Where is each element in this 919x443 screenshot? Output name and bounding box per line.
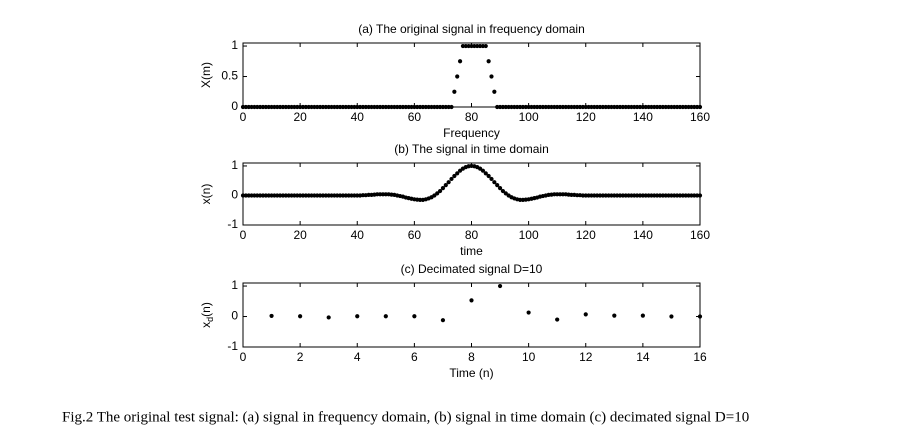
x-tick-label: 2 bbox=[297, 350, 304, 364]
x-tick-label: 10 bbox=[522, 350, 536, 364]
x-tick-label: 140 bbox=[633, 110, 653, 124]
caption: Fig.2 The original test signal: (a) sign… bbox=[62, 409, 749, 425]
chart-title: (c) Decimated signal D=10 bbox=[401, 262, 543, 276]
data-point bbox=[555, 317, 560, 322]
y-tick-label: 0.5 bbox=[221, 69, 238, 83]
x-tick-label: 60 bbox=[408, 110, 422, 124]
y-tick-label: 1 bbox=[231, 38, 238, 52]
data-point bbox=[412, 314, 417, 319]
y-axis-label-subscript: d bbox=[205, 317, 215, 322]
x-tick-label: 0 bbox=[240, 350, 247, 364]
data-point bbox=[483, 43, 488, 49]
data-point bbox=[298, 314, 303, 319]
y-tick-label: 0 bbox=[231, 309, 238, 323]
chart-title: (a) The original signal in frequency dom… bbox=[358, 22, 585, 36]
data-point bbox=[583, 312, 588, 317]
x-tick-label: 12 bbox=[579, 350, 593, 364]
data-point bbox=[669, 314, 674, 319]
x-tick-label: 20 bbox=[293, 228, 307, 242]
data-point bbox=[449, 176, 454, 182]
x-tick-label: 100 bbox=[519, 228, 539, 242]
y-axis-label-suffix: (n) bbox=[199, 302, 213, 317]
x-tick-label: 40 bbox=[351, 110, 365, 124]
data-point bbox=[486, 59, 491, 64]
data-point bbox=[469, 298, 474, 303]
x-tick-label: 40 bbox=[351, 228, 365, 242]
y-axis-label-text: x(n) bbox=[199, 184, 213, 205]
y-axis-label-text: x bbox=[199, 322, 213, 328]
x-tick-label: 14 bbox=[636, 350, 650, 364]
data-point bbox=[269, 313, 274, 319]
data-point bbox=[443, 183, 448, 188]
x-tick-label: 4 bbox=[354, 350, 361, 364]
y-axis-label-text: X(m) bbox=[199, 62, 213, 88]
data-point bbox=[526, 310, 531, 315]
y-tick-label: 0 bbox=[231, 188, 238, 202]
data-point bbox=[489, 74, 494, 79]
data-point bbox=[640, 313, 645, 318]
data-point bbox=[492, 180, 497, 185]
x-tick-label: 16 bbox=[693, 350, 707, 364]
data-point bbox=[500, 188, 506, 194]
data-point bbox=[497, 283, 503, 289]
x-tick-label: 80 bbox=[465, 228, 479, 242]
y-tick-label: -1 bbox=[227, 217, 238, 231]
x-tick-label: 60 bbox=[408, 228, 422, 242]
data-point bbox=[495, 183, 500, 188]
data-point bbox=[452, 173, 457, 179]
data-point bbox=[612, 313, 617, 318]
data-point bbox=[355, 314, 360, 319]
data-point bbox=[383, 314, 388, 319]
data-point bbox=[437, 188, 443, 194]
x-axis-label: Frequency bbox=[443, 126, 500, 140]
data-point bbox=[492, 89, 497, 94]
data-point bbox=[440, 185, 446, 191]
x-tick-label: 120 bbox=[576, 228, 596, 242]
chart-title: (b) The signal in time domain bbox=[394, 142, 549, 156]
x-tick-label: 6 bbox=[411, 350, 418, 364]
data-point bbox=[449, 104, 454, 110]
data-point bbox=[480, 168, 486, 173]
data-point bbox=[457, 59, 463, 64]
axes-box bbox=[242, 42, 701, 108]
data-point bbox=[486, 173, 491, 179]
axes-box bbox=[242, 282, 701, 348]
data-point bbox=[483, 171, 488, 176]
x-axis-label: Time (n) bbox=[449, 366, 493, 380]
x-tick-label: 20 bbox=[293, 110, 307, 124]
x-tick-label: 140 bbox=[633, 228, 653, 242]
y-axis-label: x(n) bbox=[199, 184, 213, 205]
y-tick-label: 1 bbox=[231, 278, 238, 292]
x-tick-label: 160 bbox=[690, 110, 710, 124]
x-tick-label: 120 bbox=[576, 110, 596, 124]
data-point bbox=[697, 314, 703, 319]
data-point bbox=[497, 185, 503, 191]
x-tick-label: 8 bbox=[468, 350, 475, 364]
y-tick-label: 1 bbox=[231, 158, 238, 172]
data-point bbox=[455, 74, 460, 79]
data-point bbox=[697, 104, 703, 110]
y-axis-label: X(m) bbox=[199, 62, 213, 88]
data-point bbox=[326, 315, 331, 320]
data-point bbox=[697, 193, 703, 198]
x-tick-label: 160 bbox=[690, 228, 710, 242]
y-tick-label: -1 bbox=[227, 339, 238, 353]
data-point bbox=[452, 89, 457, 94]
x-axis-label: time bbox=[460, 244, 483, 258]
x-tick-label: 100 bbox=[519, 110, 539, 124]
y-axis-label: xd(n) bbox=[199, 302, 215, 328]
data-point bbox=[435, 191, 440, 196]
data-point bbox=[455, 171, 460, 176]
data-point bbox=[489, 176, 494, 182]
data-point bbox=[440, 318, 446, 323]
x-tick-label: 80 bbox=[465, 110, 479, 124]
data-point bbox=[446, 180, 451, 185]
x-tick-label: 0 bbox=[240, 228, 247, 242]
x-tick-label: 0 bbox=[240, 110, 247, 124]
y-tick-label: 0 bbox=[231, 99, 238, 113]
